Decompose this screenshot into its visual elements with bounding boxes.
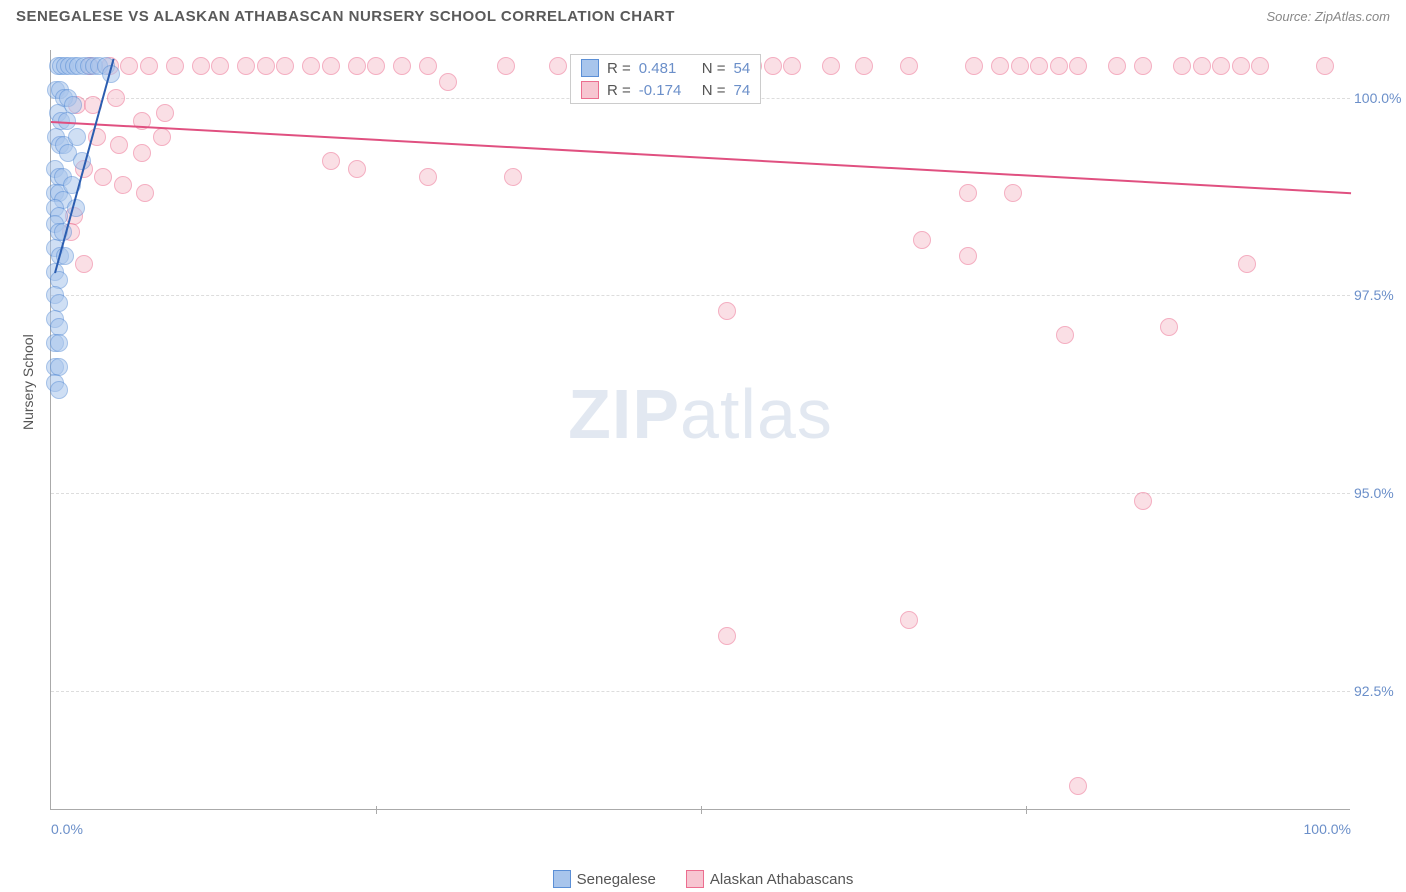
blue-point <box>68 128 86 146</box>
pink-point <box>348 57 366 75</box>
y-tick-label: 100.0% <box>1354 90 1406 106</box>
pink-point <box>75 255 93 273</box>
series-legend: Senegalese Alaskan Athabascans <box>0 870 1406 888</box>
pink-point <box>140 57 158 75</box>
pink-swatch <box>686 870 704 888</box>
pink-point <box>783 57 801 75</box>
legend-label: Alaskan Athabascans <box>710 871 853 888</box>
pink-point <box>822 57 840 75</box>
pink-point <box>900 57 918 75</box>
blue-swatch <box>553 870 571 888</box>
watermark: ZIPatlas <box>568 374 833 454</box>
pink-point <box>367 57 385 75</box>
pink-point <box>1056 326 1074 344</box>
pink-point <box>497 57 515 75</box>
pink-point <box>1108 57 1126 75</box>
legend-row: R =-0.174N =74 <box>571 79 760 101</box>
x-minor-tick <box>701 806 702 814</box>
pink-point <box>1238 255 1256 273</box>
pink-point <box>110 136 128 154</box>
pink-point <box>549 57 567 75</box>
pink-point <box>1030 57 1048 75</box>
pink-point <box>1069 57 1087 75</box>
pink-point <box>120 57 138 75</box>
pink-point <box>855 57 873 75</box>
blue-point <box>50 381 68 399</box>
x-minor-tick <box>1026 806 1027 814</box>
pink-point <box>718 627 736 645</box>
pink-point <box>1069 777 1087 795</box>
pink-point <box>959 184 977 202</box>
pink-point <box>322 152 340 170</box>
pink-point <box>1232 57 1250 75</box>
y-axis-label: Nursery School <box>20 334 36 430</box>
pink-point <box>1316 57 1334 75</box>
pink-point <box>237 57 255 75</box>
pink-point <box>900 611 918 629</box>
pink-point <box>965 57 983 75</box>
gridline-horizontal <box>51 691 1350 692</box>
pink-point <box>322 57 340 75</box>
pink-point <box>211 57 229 75</box>
pink-point <box>276 57 294 75</box>
pink-point <box>348 160 366 178</box>
pink-point <box>156 104 174 122</box>
pink-point <box>192 57 210 75</box>
legend-item-pink: Alaskan Athabascans <box>686 870 853 888</box>
pink-point <box>153 128 171 146</box>
x-tick-label: 0.0% <box>51 821 83 837</box>
gridline-horizontal <box>51 295 1350 296</box>
pink-point <box>1134 492 1152 510</box>
x-tick-label: 100.0% <box>1304 821 1351 837</box>
pink-point <box>419 168 437 186</box>
pink-swatch <box>581 81 599 99</box>
pink-point <box>1004 184 1022 202</box>
pink-point <box>1193 57 1211 75</box>
correlation-legend: R =0.481N =54R =-0.174N =74 <box>570 54 761 104</box>
chart-title: SENEGALESE VS ALASKAN ATHABASCAN NURSERY… <box>16 8 675 25</box>
pink-point <box>913 231 931 249</box>
pink-point <box>1160 318 1178 336</box>
legend-item-blue: Senegalese <box>553 870 656 888</box>
pink-point <box>94 168 112 186</box>
pink-point <box>133 144 151 162</box>
y-tick-label: 92.5% <box>1354 683 1406 699</box>
legend-row: R =0.481N =54 <box>571 57 760 79</box>
pink-point <box>114 176 132 194</box>
pink-point <box>419 57 437 75</box>
pink-point <box>1173 57 1191 75</box>
pink-point <box>393 57 411 75</box>
pink-point <box>1212 57 1230 75</box>
pink-point <box>1134 57 1152 75</box>
pink-point <box>718 302 736 320</box>
pink-point <box>991 57 1009 75</box>
pink-point <box>1011 57 1029 75</box>
pink-point <box>166 57 184 75</box>
y-tick-label: 95.0% <box>1354 485 1406 501</box>
pink-point <box>136 184 154 202</box>
pink-trend-line <box>51 121 1351 194</box>
pink-point <box>504 168 522 186</box>
pink-point <box>257 57 275 75</box>
pink-point <box>1050 57 1068 75</box>
x-minor-tick <box>376 806 377 814</box>
pink-point <box>959 247 977 265</box>
pink-point <box>1251 57 1269 75</box>
pink-point <box>439 73 457 91</box>
gridline-horizontal <box>51 493 1350 494</box>
y-tick-label: 97.5% <box>1354 287 1406 303</box>
legend-label: Senegalese <box>577 871 656 888</box>
source-label: Source: ZipAtlas.com <box>1266 9 1390 24</box>
pink-point <box>107 89 125 107</box>
pink-point <box>302 57 320 75</box>
pink-point <box>764 57 782 75</box>
chart-plot-area: ZIPatlas 92.5%95.0%97.5%100.0%0.0%100.0% <box>50 50 1350 810</box>
blue-point <box>50 334 68 352</box>
blue-swatch <box>581 59 599 77</box>
